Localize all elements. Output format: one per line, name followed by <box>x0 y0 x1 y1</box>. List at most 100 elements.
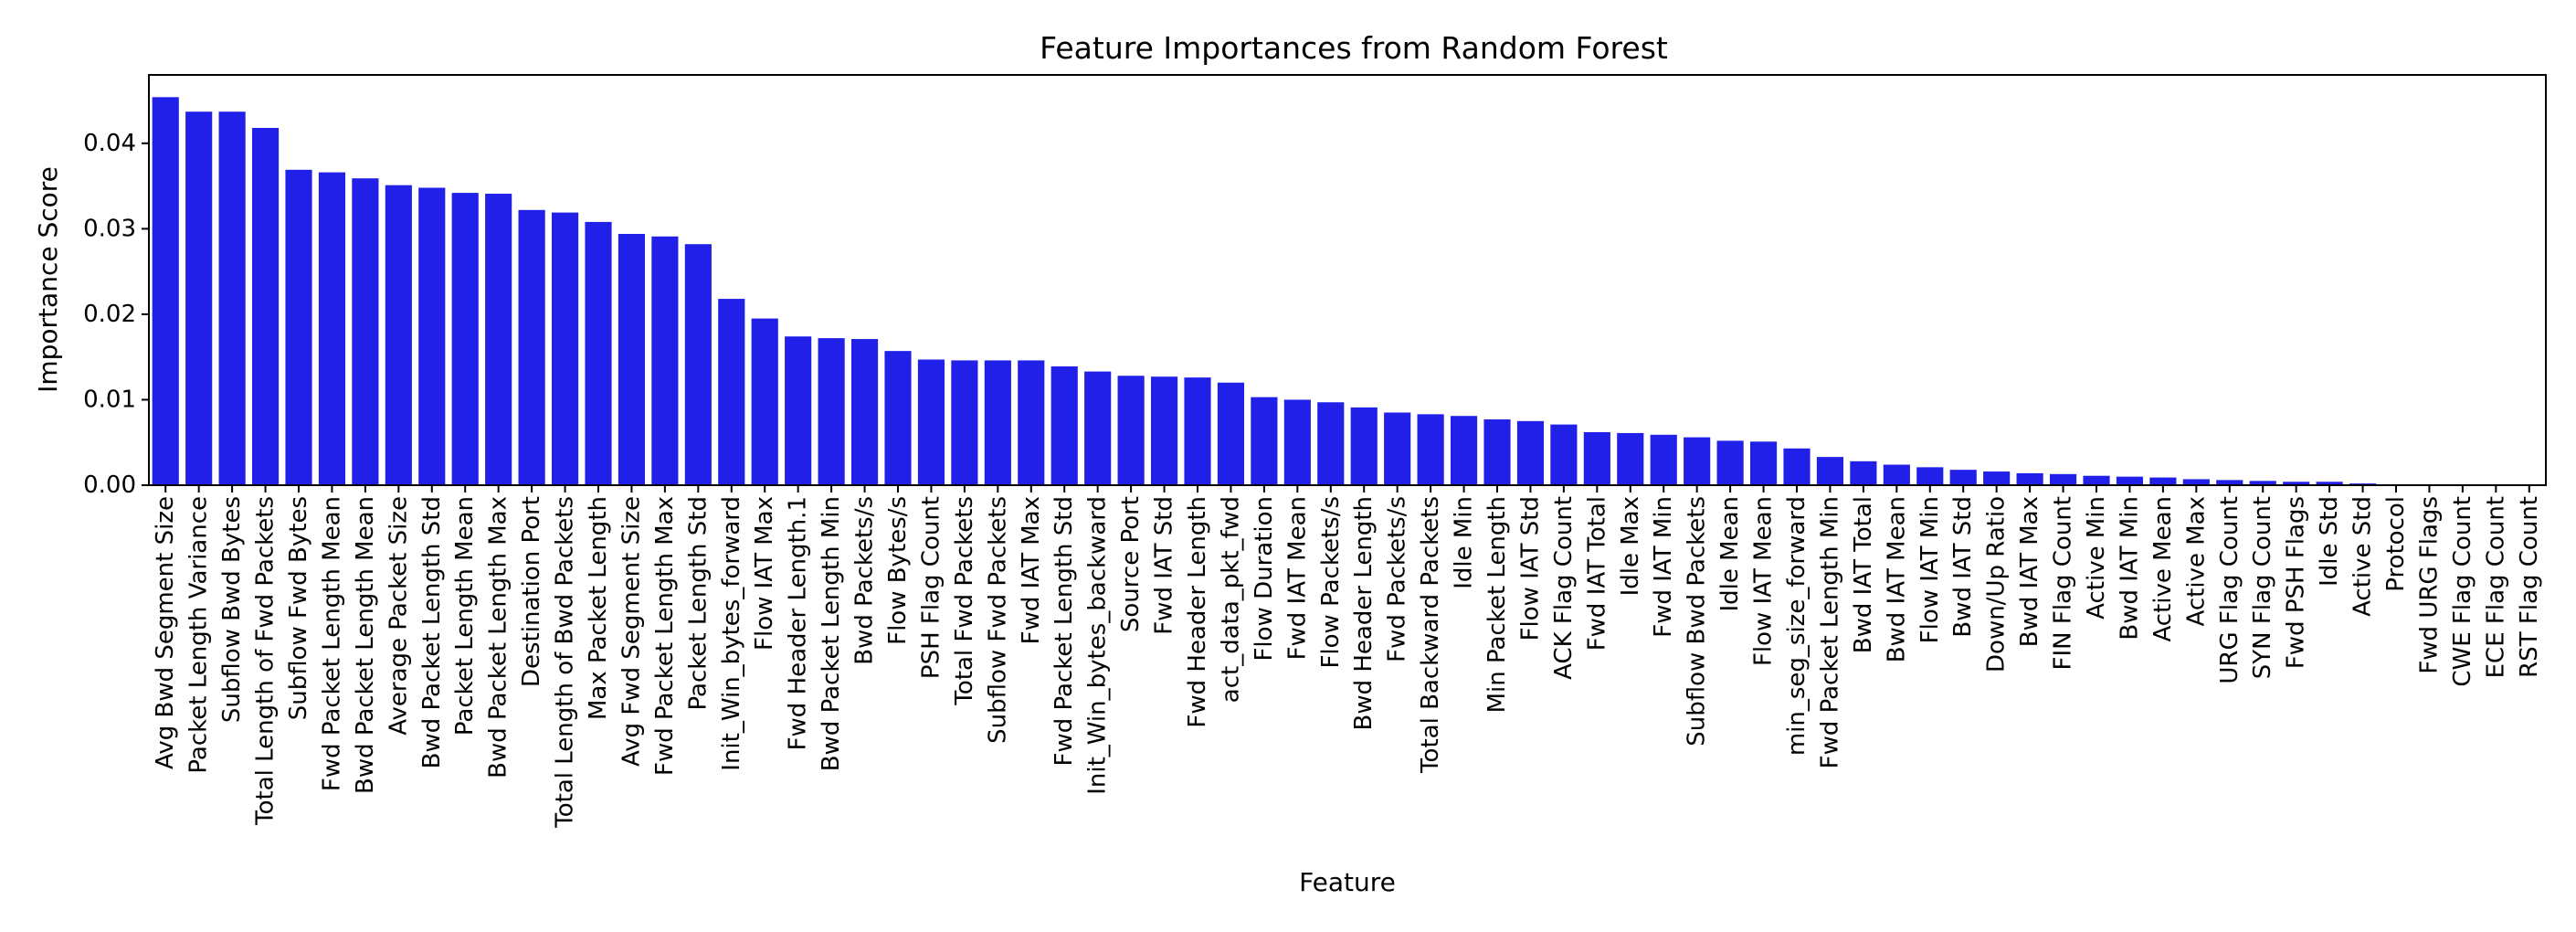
bar <box>1583 432 1610 485</box>
x-tick-label: Flow IAT Mean <box>1750 496 1778 666</box>
bar <box>185 111 213 485</box>
x-tick-label: Bwd Header Length <box>1350 496 1378 730</box>
bar <box>385 185 412 486</box>
bar <box>1749 441 1778 485</box>
x-tick-label: Idle Min <box>1451 496 1478 589</box>
bar <box>518 209 545 486</box>
x-tick-label: Fwd IAT Min <box>1650 496 1677 638</box>
x-tick-label: Bwd IAT Max <box>2016 496 2043 647</box>
y-tick-label: 0.04 <box>83 130 136 157</box>
bar <box>917 359 945 485</box>
plot-frame <box>148 74 2547 486</box>
bar <box>651 236 679 485</box>
x-tick-label: Active Min <box>2083 496 2110 620</box>
x-tick-label: Bwd Packet Length Max <box>485 496 512 778</box>
x-tick-label: Flow Bytes/s <box>884 496 912 645</box>
bar <box>2049 473 2077 485</box>
y-tick-label: 0.02 <box>83 301 136 328</box>
x-axis: Avg Bwd Segment Size Packet Length Varian… <box>152 485 2543 829</box>
bar <box>718 299 745 485</box>
bar <box>1550 424 1578 485</box>
y-tick-label: 0.00 <box>83 471 136 499</box>
bar <box>1850 461 1877 485</box>
x-tick-label: Bwd IAT Mean <box>1883 496 1910 662</box>
x-tick-label: FIN Flag Count <box>2050 496 2077 670</box>
bar <box>1883 464 1910 485</box>
bar <box>1217 382 1245 485</box>
x-tick-label: Flow IAT Min <box>1916 496 1944 643</box>
x-tick-label: Fwd URG Flags <box>2415 496 2443 674</box>
x-tick-label: Bwd IAT Std <box>1949 496 1977 638</box>
bar <box>485 194 512 485</box>
x-tick-label: Active Max <box>2182 496 2210 626</box>
bar <box>1317 402 1345 485</box>
chart-title: Feature Importances from Random Forest <box>1040 30 1668 66</box>
x-tick-label: Flow IAT Max <box>751 496 778 651</box>
x-tick-label: Subflow Fwd Bytes <box>285 496 312 720</box>
bar <box>1816 457 1844 485</box>
x-tick-label: Avg Bwd Segment Size <box>152 496 179 769</box>
x-tick-label: Init_Win_bytes_forward <box>718 496 745 771</box>
bar <box>1783 448 1811 485</box>
x-tick-label: Total Backward Packets <box>1417 496 1444 774</box>
bar <box>1516 420 1545 485</box>
bar <box>618 233 646 486</box>
bar <box>1117 376 1145 485</box>
bar <box>2016 472 2043 485</box>
x-tick-label: ECE Flag Count <box>2482 496 2509 678</box>
x-tick-label: Destination Port <box>518 496 545 687</box>
bar <box>152 97 179 485</box>
x-tick-label: Packet Length Mean <box>451 496 479 736</box>
x-tick-label: Fwd Packets/s <box>1384 496 1411 662</box>
x-tick-label: Bwd Packet Length Std <box>418 496 446 768</box>
bar <box>2249 481 2276 485</box>
x-tick-label: Active Mean <box>2149 496 2177 642</box>
x-tick-label: Idle Max <box>1617 496 1644 596</box>
x-tick-label: Subflow Bwd Packets <box>1684 496 1711 747</box>
x-tick-label: SYN Flag Count <box>2249 496 2276 679</box>
x-tick-label: min_seg_size_forward <box>1783 496 1811 756</box>
bar <box>1018 360 1045 485</box>
x-tick-label: Fwd IAT Max <box>1018 496 1045 644</box>
bar <box>818 338 845 485</box>
x-tick-label: Bwd Packets/s <box>851 496 879 665</box>
x-tick-label: Fwd Header Length.1 <box>785 496 812 750</box>
x-tick-label: Packet Length Std <box>684 496 712 710</box>
bar <box>1417 414 1444 485</box>
x-tick-label: Subflow Fwd Packets <box>984 496 1011 744</box>
x-tick-label: Bwd IAT Total <box>1850 496 1877 653</box>
x-tick-label: Fwd IAT Std <box>1151 496 1178 635</box>
x-tick-label: Fwd PSH Flags <box>2283 496 2310 669</box>
x-axis-label: Feature <box>1299 867 1396 897</box>
bar <box>2182 479 2210 485</box>
x-tick-label: Source Port <box>1117 496 1145 632</box>
x-tick-label: Active Std <box>2349 496 2377 617</box>
x-tick-label: Fwd Header Length <box>1184 496 1211 728</box>
x-tick-label: Avg Fwd Segment Size <box>618 496 645 767</box>
bar <box>2149 477 2177 485</box>
bar <box>1916 467 1944 485</box>
bar <box>1483 418 1511 485</box>
bar <box>1184 377 1211 485</box>
x-tick-label: Fwd Packet Length Min <box>1816 496 1843 768</box>
x-tick-label: Idle Std <box>2316 496 2343 587</box>
bar <box>585 221 612 485</box>
bar <box>1283 399 1311 485</box>
bar <box>1084 371 1112 485</box>
x-tick-label: Fwd Packet Length Max <box>651 496 679 776</box>
x-tick-label: Down/Up Ratio <box>1983 496 2011 673</box>
x-tick-label: act_data_pkt_fwd <box>1217 496 1244 703</box>
bar <box>1450 416 1478 485</box>
bar <box>884 351 912 485</box>
bar <box>2283 482 2310 485</box>
x-tick-label: Bwd Packet Length Min <box>818 496 845 771</box>
x-tick-label: ACK Flag Count <box>1550 496 1578 680</box>
bar <box>751 318 778 485</box>
y-axis-label: Importance Score <box>33 166 63 393</box>
bar <box>1684 437 1711 485</box>
y-tick-label: 0.01 <box>83 386 136 413</box>
bar <box>2083 475 2110 485</box>
x-tick-label: CWE Flag Count <box>2449 496 2476 687</box>
bar <box>684 244 712 485</box>
